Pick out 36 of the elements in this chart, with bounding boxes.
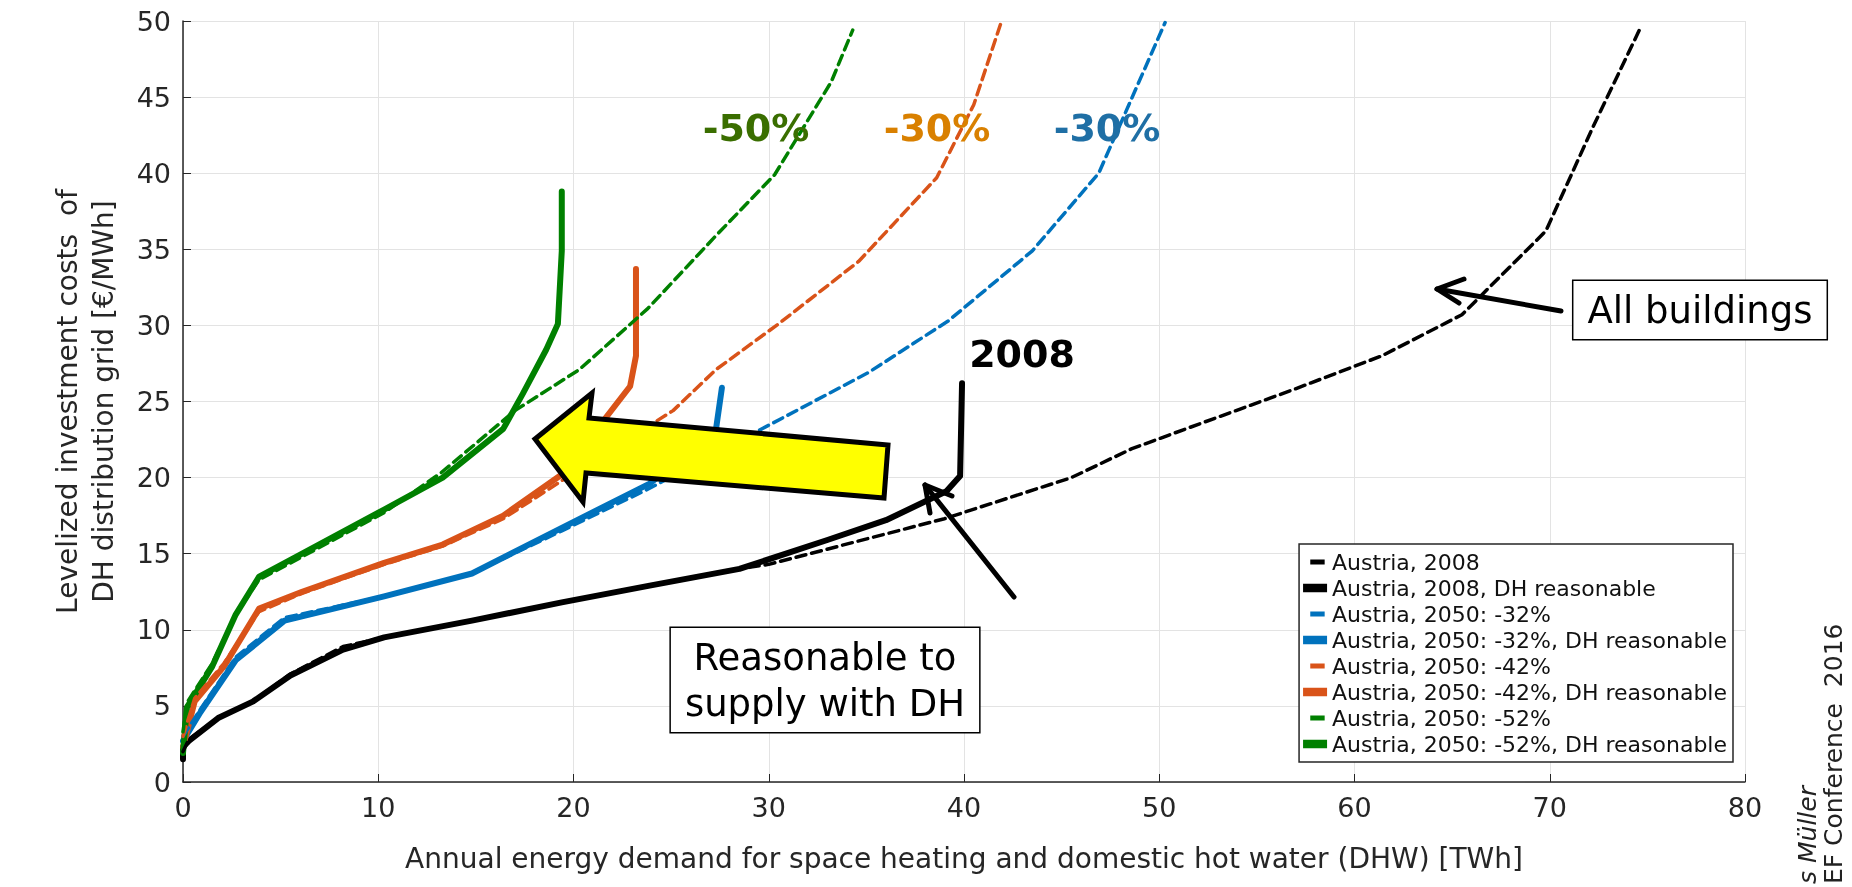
annotation: -30% <box>1053 106 1161 150</box>
y-tick-label: 50 <box>136 5 171 37</box>
y-axis-title: Levelized investment costs of DH distribution grid [€/MWh] <box>50 187 120 614</box>
x-tick-label: 10 <box>361 792 396 823</box>
y-tick-label: 35 <box>136 233 171 265</box>
x-tick-label: 40 <box>946 792 982 823</box>
y-tick-label: 40 <box>136 157 171 189</box>
x-tick-label: 0 <box>174 792 192 823</box>
annotation: All buildings <box>1587 288 1813 332</box>
x-tick-label: 80 <box>1727 792 1763 823</box>
legend-label: Austria, 2050: -32% <box>1332 601 1551 627</box>
legend-label: Austria, 2050: -32%, DH reasonable <box>1332 627 1727 653</box>
x-tick-label: 70 <box>1532 792 1567 823</box>
legend-label: Austria, 2008, DH reasonable <box>1332 575 1656 601</box>
y-tick-label: 10 <box>136 614 171 646</box>
annotation: Reasonable to supply with DH <box>684 635 966 725</box>
x-tick-label: 60 <box>1337 792 1372 823</box>
y-tick-label: 30 <box>136 309 171 341</box>
annotation: -50% <box>702 106 810 150</box>
legend-label: Austria, 2008 <box>1332 549 1480 575</box>
legend-label: Austria, 2050: -52% <box>1332 705 1551 731</box>
legend-label: Austria, 2050: -42%, DH reasonable <box>1332 679 1727 705</box>
y-tick-label: 25 <box>136 386 171 417</box>
x-tick-label: 30 <box>751 792 786 823</box>
y-tick-label: 5 <box>153 690 171 722</box>
legend-label: Austria, 2050: -52%, DH reasonable <box>1332 731 1727 757</box>
y-tick-label: 0 <box>153 766 171 798</box>
annotation: -30% <box>883 106 991 150</box>
x-axis-title: Annual energy demand for space heating and domestic hot water (DHW) [TWh] <box>405 841 1523 875</box>
x-tick-label: 50 <box>1142 792 1177 823</box>
y-tick-label: 20 <box>136 462 171 494</box>
y-tick-label: 15 <box>136 538 171 570</box>
annotation: 2008 <box>969 332 1075 376</box>
y-tick-label: 45 <box>136 81 171 113</box>
x-tick-label: 20 <box>556 792 591 823</box>
legend-label: Austria, 2050: -42% <box>1332 653 1551 679</box>
